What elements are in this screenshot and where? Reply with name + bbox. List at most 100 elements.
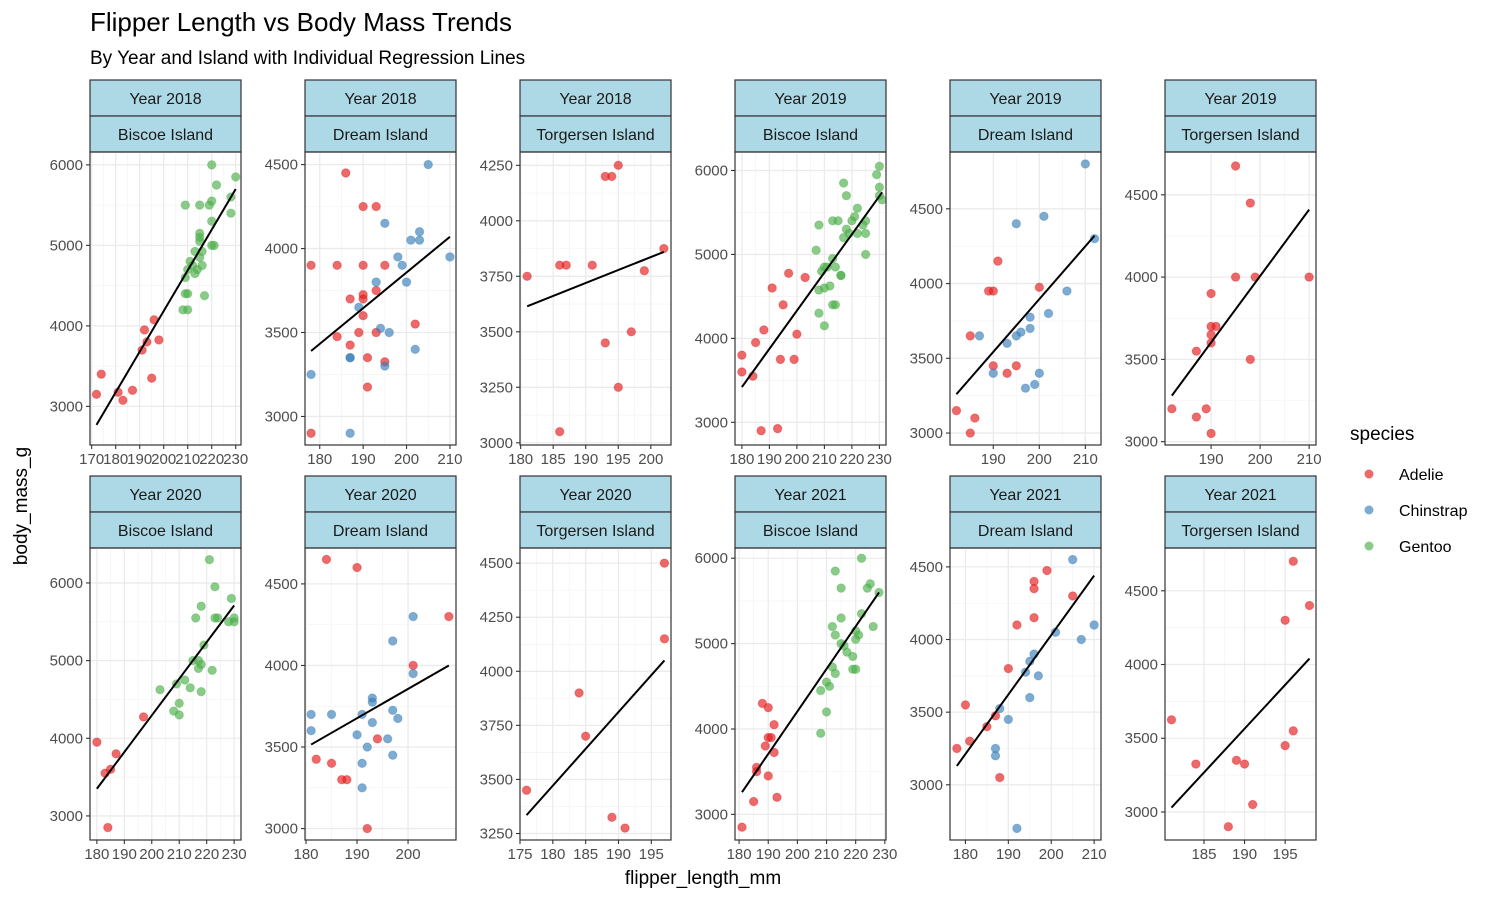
- x-tick-label: 230: [223, 451, 248, 468]
- data-point-gentoo: [824, 681, 835, 692]
- data-point-adelie: [1304, 600, 1315, 611]
- x-tick-label: 220: [843, 846, 868, 863]
- data-point-adelie: [321, 554, 332, 565]
- x-tick-label: 220: [839, 451, 864, 468]
- x-tick-label: 230: [867, 451, 892, 468]
- data-point-gentoo: [838, 178, 849, 188]
- y-axis-title: body_mass_g: [11, 447, 32, 565]
- data-point-adelie: [778, 300, 788, 310]
- data-point-adelie: [306, 260, 316, 271]
- y-tick-label: 6000: [50, 157, 83, 174]
- data-point-adelie: [1206, 288, 1216, 299]
- regression-line: [956, 575, 1095, 767]
- data-point-gentoo: [830, 630, 840, 640]
- facet-panel: Year 2021 Dream Island 180 190 200 210 3000 350…: [910, 475, 1107, 863]
- data-point-adelie: [362, 823, 372, 834]
- strip-island: [519, 511, 672, 549]
- x-tick-label: 185: [573, 846, 598, 863]
- strip-island: [734, 115, 887, 153]
- x-tick-label: 180: [84, 846, 109, 863]
- data-point-adelie: [1206, 428, 1216, 439]
- strip-year-label: Year 2018: [344, 91, 416, 108]
- strip-year-label: Year 2019: [1204, 91, 1276, 108]
- x-tick-label: 195: [639, 846, 664, 863]
- legend-label: Chinstrap: [1399, 503, 1468, 520]
- data-point-gentoo: [852, 203, 863, 213]
- data-point-gentoo: [814, 220, 824, 230]
- data-point-gentoo: [231, 172, 241, 182]
- data-point-adelie: [1167, 404, 1177, 414]
- data-point-gentoo: [853, 630, 864, 640]
- data-point-adelie: [800, 272, 810, 283]
- x-tick-label: 190: [573, 451, 598, 468]
- x-tick-label: 195: [1273, 846, 1298, 863]
- y-tick-label: 4000: [265, 241, 298, 258]
- data-point-adelie: [775, 354, 786, 365]
- data-point-gentoo: [841, 190, 852, 201]
- data-point-gentoo: [836, 270, 846, 281]
- data-point-adelie: [748, 796, 759, 807]
- data-point-adelie: [371, 201, 381, 212]
- data-point-chinstrap: [408, 668, 418, 679]
- strip-year-label: Year 2021: [774, 487, 846, 504]
- strip-island: [1164, 115, 1317, 153]
- y-tick-label: 3000: [1125, 434, 1158, 451]
- legend-label: Gentoo: [1399, 539, 1452, 556]
- y-tick-label: 4500: [910, 201, 943, 218]
- data-point-adelie: [767, 283, 777, 293]
- data-point-adelie: [1012, 620, 1022, 630]
- y-tick-label: 3250: [480, 826, 513, 843]
- strip-year: [1164, 475, 1317, 513]
- data-point-chinstrap: [371, 277, 381, 287]
- data-point-adelie: [1239, 759, 1250, 769]
- data-point-adelie: [372, 734, 383, 744]
- data-point-gentoo: [212, 613, 223, 623]
- x-tick-label: 220: [194, 846, 219, 863]
- strip-island-label: Biscoe Island: [118, 523, 213, 540]
- data-point-adelie: [342, 774, 352, 785]
- data-point-gentoo: [180, 675, 190, 685]
- data-point-gentoo: [874, 161, 885, 171]
- y-tick-label: 5000: [50, 237, 83, 254]
- regression-line: [96, 604, 235, 790]
- data-point-adelie: [332, 331, 342, 342]
- data-point-adelie: [587, 260, 597, 270]
- data-point-adelie: [580, 731, 591, 741]
- chart-title: Flipper Length vs Body Mass Trends: [90, 7, 512, 37]
- data-point-adelie: [408, 660, 418, 671]
- data-point-gentoo: [816, 685, 826, 696]
- data-point-chinstrap: [357, 783, 367, 793]
- data-point-adelie: [1288, 556, 1298, 566]
- legend-title: species: [1350, 424, 1414, 445]
- strip-island-label: Torgersen Island: [536, 127, 654, 144]
- y-tick-label: 4000: [1125, 657, 1158, 674]
- x-tick-label: 190: [1199, 451, 1224, 468]
- data-point-gentoo: [185, 683, 195, 693]
- legend-item: Adelie: [1364, 467, 1444, 484]
- data-point-adelie: [362, 382, 373, 392]
- x-tick-label: 200: [396, 846, 421, 863]
- data-point-adelie: [1191, 346, 1202, 356]
- data-point-chinstrap: [1012, 823, 1022, 834]
- data-point-gentoo: [174, 698, 184, 709]
- y-tick-label: 3000: [50, 808, 83, 825]
- y-tick-label: 3500: [480, 771, 513, 788]
- strip-year-label: Year 2021: [1204, 487, 1276, 504]
- data-point-gentoo: [210, 582, 220, 592]
- data-point-adelie: [970, 413, 980, 423]
- regression-line: [526, 250, 665, 308]
- strip-year-label: Year 2020: [129, 487, 201, 504]
- data-point-adelie: [354, 327, 364, 338]
- data-point-adelie: [138, 712, 149, 722]
- data-point-gentoo: [848, 651, 858, 662]
- strip-island: [949, 115, 1102, 153]
- data-point-adelie: [358, 311, 368, 321]
- y-tick-label: 3500: [1125, 351, 1158, 368]
- strip-year: [89, 79, 242, 117]
- data-point-adelie: [1191, 759, 1201, 769]
- y-tick-label: 3500: [265, 325, 298, 342]
- x-tick-label: 190: [996, 846, 1021, 863]
- data-point-gentoo: [197, 260, 207, 271]
- data-point-adelie: [766, 732, 776, 743]
- strip-year: [949, 79, 1102, 117]
